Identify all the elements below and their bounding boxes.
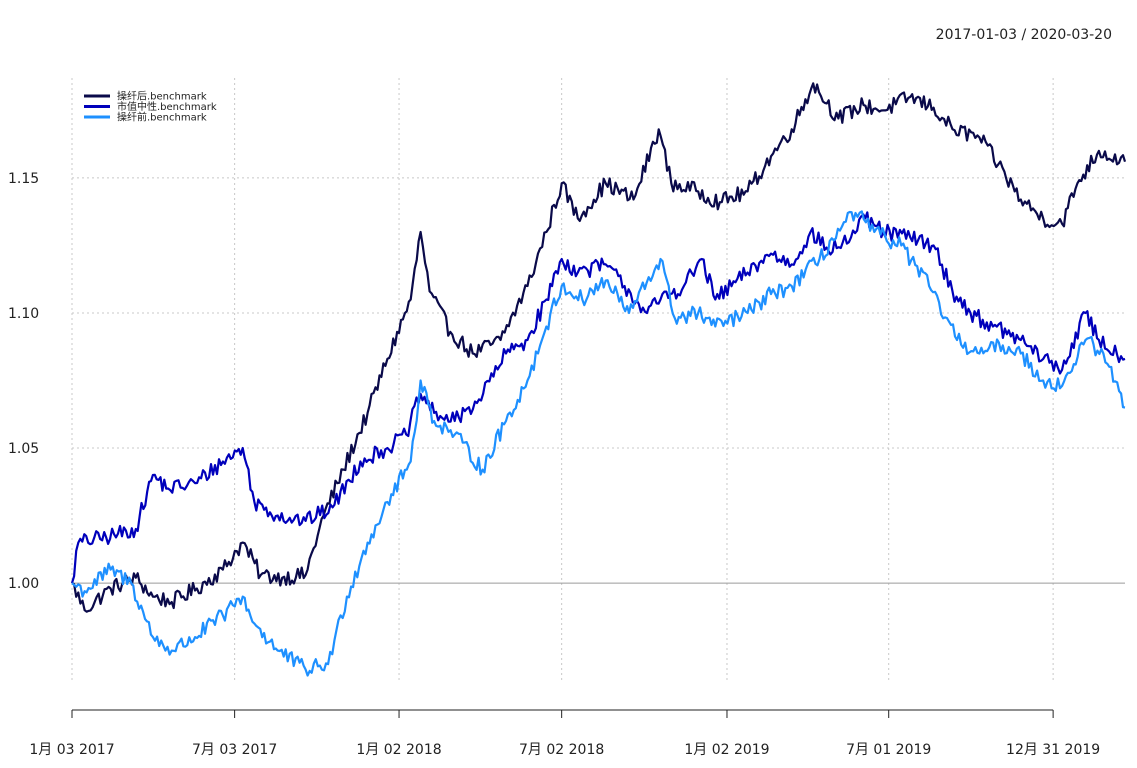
legend-label: 操纤后.benchmark (117, 90, 207, 103)
x-tick-label: 12月 31 2019 (1006, 742, 1100, 758)
date-range-label: 2017-01-03 / 2020-03-20 (936, 27, 1112, 43)
series-line (71, 210, 1126, 677)
series-lines (70, 82, 1127, 677)
x-tick-label: 7月 03 2017 (192, 742, 277, 758)
x-tick-label: 1月 03 2017 (29, 742, 114, 758)
x-tick-label: 7月 02 2018 (519, 742, 604, 758)
x-tick-label: 1月 02 2018 (356, 742, 441, 758)
series-line (71, 82, 1127, 613)
y-tick-label: 1.00 (8, 576, 39, 592)
x-tick-label: 7月 01 2019 (846, 742, 931, 758)
x-tick-label: 1月 02 2019 (684, 742, 769, 758)
y-axis: 1.00 1.05 1.10 1.15 (8, 171, 39, 592)
y-tick-label: 1.05 (8, 441, 39, 457)
y-tick-label: 1.10 (8, 306, 39, 322)
legend-label: 操纤前.benchmark (117, 111, 207, 124)
grid (71, 78, 1125, 683)
series-line (70, 211, 1126, 584)
legend-label: 市值中性.benchmark (117, 100, 217, 113)
x-axis: 1月 03 2017 7月 03 2017 1月 02 2018 7月 02 2018… (29, 709, 1100, 758)
y-tick-label: 1.15 (8, 171, 39, 187)
